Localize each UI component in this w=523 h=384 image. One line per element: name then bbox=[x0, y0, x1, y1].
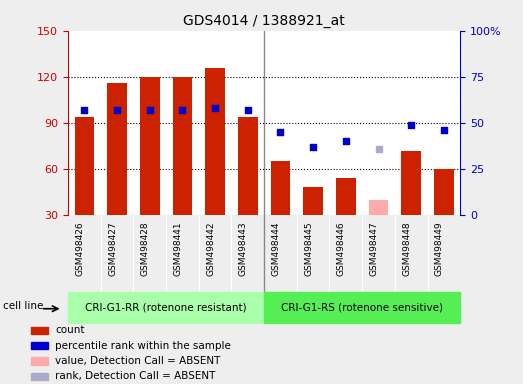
Text: GSM498449: GSM498449 bbox=[435, 221, 444, 276]
Text: GSM498446: GSM498446 bbox=[337, 221, 346, 276]
Text: rank, Detection Call = ABSENT: rank, Detection Call = ABSENT bbox=[55, 371, 215, 381]
Point bbox=[80, 107, 88, 113]
Text: GSM498442: GSM498442 bbox=[206, 221, 215, 276]
Bar bbox=[336, 178, 356, 215]
Title: GDS4014 / 1388921_at: GDS4014 / 1388921_at bbox=[183, 14, 345, 28]
Bar bbox=[74, 117, 94, 215]
Point bbox=[374, 146, 383, 152]
Text: CRI-G1-RR (rotenone resistant): CRI-G1-RR (rotenone resistant) bbox=[85, 302, 247, 312]
Point bbox=[113, 107, 121, 113]
Text: GSM498426: GSM498426 bbox=[75, 221, 84, 276]
Bar bbox=[107, 83, 127, 215]
Point bbox=[178, 107, 187, 113]
Text: CRI-G1-RS (rotenone sensitive): CRI-G1-RS (rotenone sensitive) bbox=[281, 302, 443, 312]
Point bbox=[309, 144, 317, 150]
Bar bbox=[206, 68, 225, 215]
Bar bbox=[31, 342, 48, 349]
Bar bbox=[264, 292, 460, 323]
Bar bbox=[173, 77, 192, 215]
Bar bbox=[31, 372, 48, 380]
Bar bbox=[31, 326, 48, 334]
Bar bbox=[271, 161, 290, 215]
Text: percentile rank within the sample: percentile rank within the sample bbox=[55, 341, 231, 351]
Bar bbox=[303, 187, 323, 215]
Text: count: count bbox=[55, 325, 85, 335]
Text: GSM498444: GSM498444 bbox=[271, 221, 280, 276]
Point bbox=[440, 127, 448, 133]
Bar bbox=[31, 357, 48, 365]
Text: GSM498443: GSM498443 bbox=[239, 221, 248, 276]
Bar bbox=[140, 77, 160, 215]
Point bbox=[276, 129, 285, 135]
Text: GSM498445: GSM498445 bbox=[304, 221, 313, 276]
Bar bbox=[238, 117, 257, 215]
Text: value, Detection Call = ABSENT: value, Detection Call = ABSENT bbox=[55, 356, 220, 366]
Text: GSM498447: GSM498447 bbox=[370, 221, 379, 276]
Text: GSM498448: GSM498448 bbox=[402, 221, 411, 276]
Point bbox=[244, 107, 252, 113]
Point bbox=[342, 138, 350, 144]
Bar bbox=[68, 292, 264, 323]
Text: GSM498441: GSM498441 bbox=[174, 221, 183, 276]
Text: GSM498428: GSM498428 bbox=[141, 221, 150, 276]
Bar bbox=[434, 169, 453, 215]
Bar bbox=[402, 151, 421, 215]
Text: GSM498427: GSM498427 bbox=[108, 221, 117, 276]
Point bbox=[211, 105, 219, 111]
Point bbox=[145, 107, 154, 113]
Text: cell line: cell line bbox=[4, 301, 44, 311]
Bar bbox=[369, 200, 388, 215]
Point bbox=[407, 122, 415, 128]
